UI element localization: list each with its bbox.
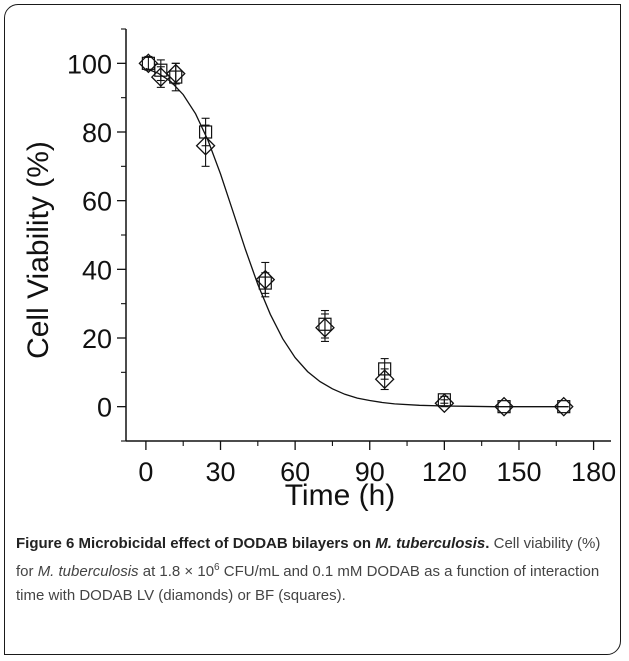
square-point [318, 317, 332, 331]
figure-title: Microbicidal effect of DODAB bilayers on… [78, 535, 490, 552]
square-point [437, 393, 451, 407]
square-point [141, 56, 155, 70]
plot-axes [125, 29, 611, 442]
square-point [378, 362, 392, 376]
y-tick-label: 20 [82, 324, 112, 354]
figure-caption: Figure 6 Microbicidal effect of DODAB bi… [16, 532, 616, 608]
x-tick-label: 60 [280, 457, 310, 487]
x-tick-label: 180 [571, 457, 616, 487]
y-tick-label: 0 [97, 393, 112, 423]
y-tick-label: 80 [82, 118, 112, 148]
square-point [154, 63, 168, 77]
figure-description: Cell viability (%) for M. tuberculosis a… [16, 535, 601, 604]
x-tick-label: 30 [205, 457, 235, 487]
fit-curve [145, 67, 569, 408]
data-markers [138, 53, 574, 417]
y-tick-labels: 0 20 40 60 80 100 [67, 49, 112, 422]
y-axis-title: Cell Viability (%) [22, 141, 55, 359]
error-bars [144, 55, 449, 408]
x-tick-label: 90 [355, 457, 385, 487]
square-point [169, 70, 183, 84]
figure-frame [4, 4, 621, 655]
x-tick-labels: 0 30 60 90 120 150 180 [138, 457, 616, 487]
x-tick-label: 150 [496, 457, 541, 487]
axis-ticks [117, 28, 595, 450]
square-point [557, 400, 571, 414]
y-tick-label: 40 [82, 255, 112, 285]
x-axis-title: Time (h) [285, 479, 396, 512]
diamond-point [195, 135, 216, 156]
square-point [258, 276, 272, 290]
x-tick-label: 0 [138, 457, 153, 487]
figure-label: Figure 6 [16, 535, 75, 552]
square-point [198, 125, 213, 139]
diamond-point [374, 369, 395, 390]
square-point [497, 400, 511, 414]
y-tick-label: 100 [67, 49, 112, 79]
cell-viability-chart: 0 30 60 90 120 150 180 0 20 40 60 80 100 Time (h) C… [22, 28, 616, 512]
x-tick-label: 120 [422, 457, 467, 487]
y-tick-label: 60 [82, 187, 112, 217]
